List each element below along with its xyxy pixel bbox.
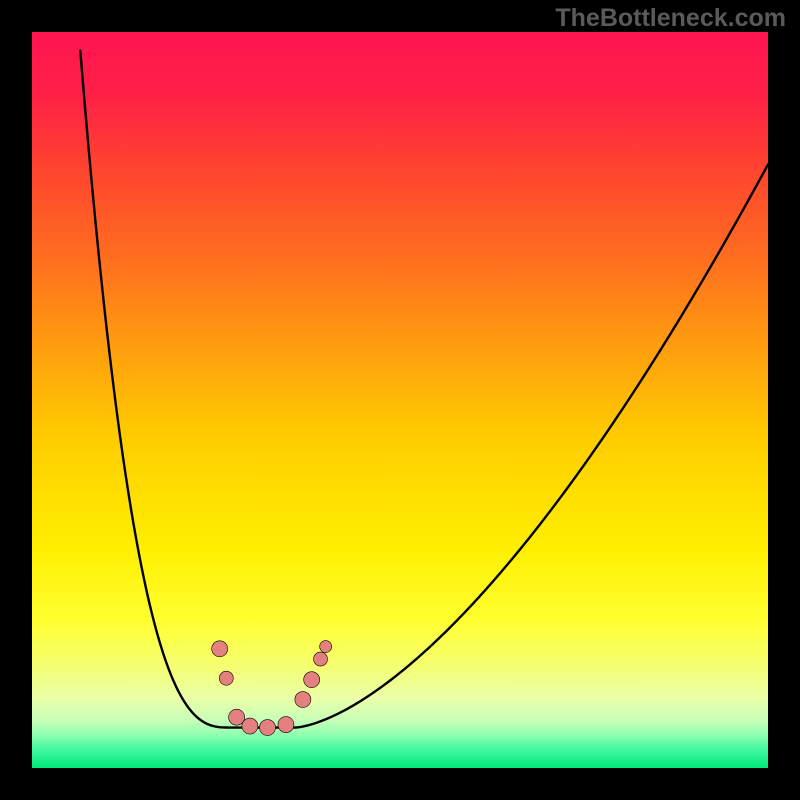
marker-point [320,641,332,653]
marker-point [260,720,276,736]
watermark-text: TheBottleneck.com [555,4,786,33]
marker-point [314,652,328,666]
marker-point [219,671,233,685]
gradient-background [32,32,768,768]
marker-point [229,709,245,725]
marker-point [295,692,311,708]
plot-area [32,32,768,768]
marker-point [212,641,228,657]
marker-point [278,717,294,733]
marker-point [304,672,320,688]
marker-point [242,718,258,734]
chart-svg [32,32,768,768]
